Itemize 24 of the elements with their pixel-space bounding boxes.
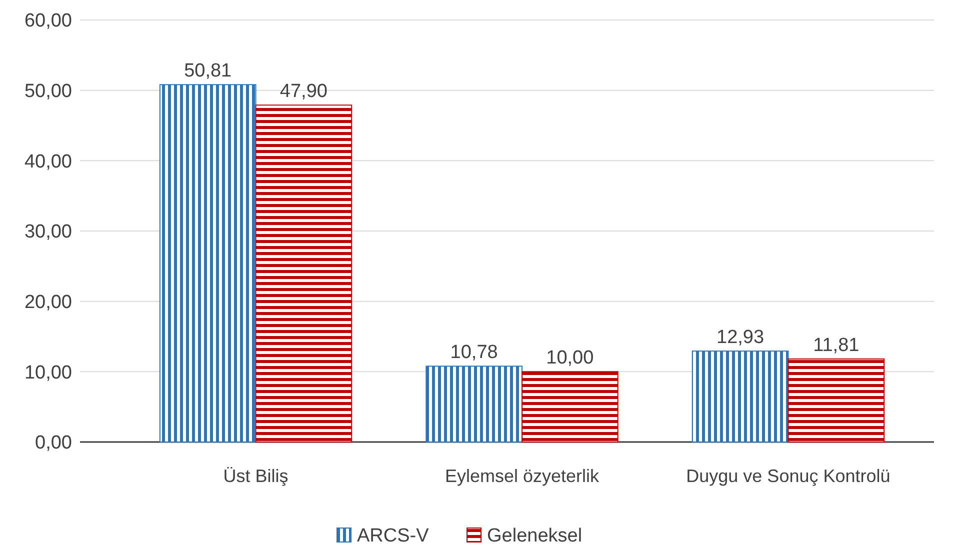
y-tick-label: 50,00 (24, 80, 72, 102)
bar (788, 358, 885, 442)
data-label: 10,00 (546, 348, 594, 369)
data-label: 12,93 (716, 327, 764, 348)
data-label: 50,81 (184, 60, 232, 82)
bar (692, 350, 789, 442)
y-tick-label: 0,00 (35, 432, 72, 454)
bar (255, 104, 352, 442)
legend-label: Geleneksel (487, 526, 582, 547)
y-tick-label: 20,00 (24, 292, 72, 313)
y-tick-label: 10,00 (24, 362, 72, 384)
bar (426, 366, 522, 442)
data-label: 10,78 (450, 342, 498, 364)
bar (159, 84, 256, 442)
y-tick-label: 60,00 (24, 10, 72, 32)
x-tick-label: Duygu ve Sonuç Kontrolü (686, 466, 890, 486)
x-tick-label: Eylemsel özyeterlik (444, 466, 600, 486)
legend-label: ARCS-V (357, 526, 430, 547)
data-label: 47,90 (280, 81, 328, 102)
y-tick-label: 30,00 (24, 222, 72, 243)
y-tick-label: 40,00 (24, 151, 72, 172)
data-label: 11,81 (813, 334, 860, 356)
x-tick-label: Üst Biliş (223, 466, 288, 486)
bar (522, 371, 618, 442)
